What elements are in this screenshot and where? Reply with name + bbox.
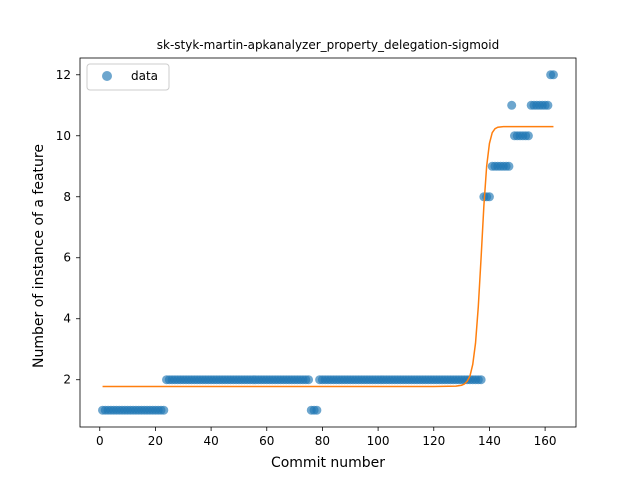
data-point [477, 375, 486, 384]
x-tick-label: 60 [259, 434, 274, 448]
legend-label: data [131, 69, 158, 83]
y-tick-label: 4 [63, 312, 71, 326]
x-tick-label: 0 [96, 434, 104, 448]
data-point [543, 101, 552, 110]
y-tick-label: 10 [56, 129, 71, 143]
data-point [485, 192, 494, 201]
x-tick-label: 100 [367, 434, 390, 448]
x-tick-label: 20 [148, 434, 163, 448]
y-tick-label: 12 [56, 68, 71, 82]
data-point [312, 406, 321, 415]
x-tick-label: 80 [315, 434, 330, 448]
data-point [504, 162, 513, 171]
legend-marker [102, 71, 112, 81]
data-point [507, 101, 516, 110]
y-tick-label: 6 [63, 251, 71, 265]
y-axis-label: Number of instance of a feature [31, 144, 47, 368]
x-axis-label: Commit number [271, 455, 385, 471]
legend: data [87, 64, 169, 90]
data-point [159, 406, 168, 415]
x-tick-label: 40 [203, 434, 218, 448]
chart-title: sk-styk-martin-apkanalyzer_property_dele… [157, 38, 499, 52]
y-tick-label: 2 [63, 373, 71, 387]
y-tick-label: 8 [63, 190, 71, 204]
x-tick-label: 140 [478, 434, 501, 448]
data-point [549, 70, 558, 79]
data-point [524, 131, 533, 140]
data-point [304, 375, 313, 384]
x-tick-label: 160 [534, 434, 557, 448]
x-tick-label: 120 [422, 434, 445, 448]
